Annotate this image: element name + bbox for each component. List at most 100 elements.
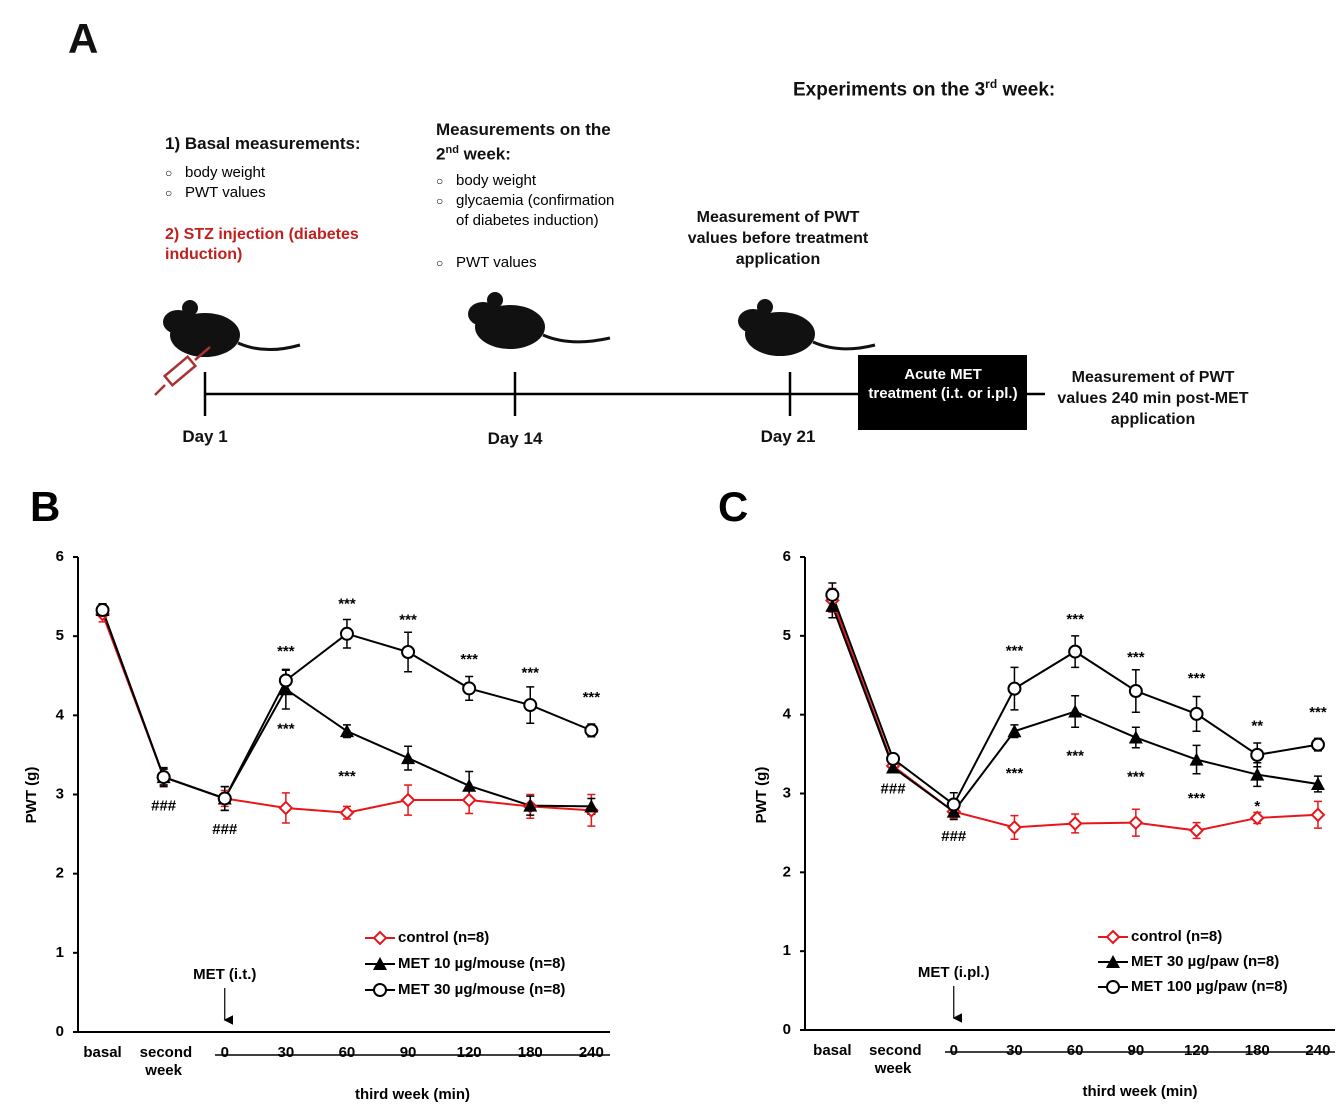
x-group-label: third week (min)	[355, 1086, 470, 1103]
legend-label: MET 30 µg/mouse (n=8)	[398, 981, 565, 998]
marker-triangle	[1068, 705, 1082, 718]
marker-circle	[219, 792, 231, 804]
x-tick-label: 240	[556, 1044, 626, 1084]
y-axis-label: PWT (g)	[23, 767, 40, 824]
x-tick-label-text: 0	[190, 1044, 260, 1062]
marker-diamond	[402, 794, 414, 806]
y-tick-label: 5	[56, 627, 64, 644]
annotation: ***	[1066, 611, 1084, 628]
annotation: ***	[1127, 769, 1145, 786]
x-tick-label-text: 240	[556, 1044, 626, 1062]
after-text: Measurement of PWT values 240 min post-M…	[1055, 367, 1251, 430]
y-tick-label: 1	[56, 944, 64, 961]
y-tick-label: 3	[783, 784, 791, 801]
annotation: ***	[1188, 670, 1206, 687]
x-tick-label: 120	[434, 1044, 504, 1084]
marker-circle	[585, 724, 597, 736]
mouse-icon	[163, 300, 300, 357]
bullet: PWT values	[436, 253, 537, 273]
week2-title: 2nd week:	[436, 140, 511, 165]
marker-circle	[1069, 646, 1081, 658]
marker-triangle	[340, 724, 354, 737]
x-tick-label: basal	[68, 1044, 138, 1084]
marker-diamond	[341, 807, 353, 819]
day-label: Day 21	[738, 426, 838, 447]
x-tick-label: 60	[312, 1044, 382, 1084]
y-tick-label: 3	[56, 785, 64, 802]
marker-diamond	[1130, 817, 1142, 829]
annotation: ***	[460, 651, 478, 668]
bullet: PWT values	[165, 183, 266, 203]
mouse-icon	[738, 299, 875, 356]
x-tick-label-text: basal	[68, 1044, 138, 1062]
y-tick-label: 4	[783, 706, 792, 723]
marker-triangle	[1007, 724, 1021, 737]
arrow-label: MET (i.t.)	[193, 966, 256, 983]
legend-label: MET 30 µg/paw (n=8)	[1131, 953, 1279, 970]
header-tail: week:	[997, 79, 1055, 100]
legend-marker	[374, 932, 386, 944]
legend-label: MET 100 µg/paw (n=8)	[1131, 978, 1288, 995]
annotation: **	[1251, 717, 1263, 734]
x-tick-label-text: 120	[434, 1044, 504, 1062]
annotation: ***	[1066, 747, 1084, 764]
arrow-label: MET (i.pl.)	[918, 964, 990, 981]
x-tick-label: 240	[1283, 1042, 1337, 1082]
x-tick-label-text: 240	[1283, 1042, 1337, 1060]
x-tick-label-text: 180	[1222, 1042, 1292, 1060]
week2-title: Measurements on the	[436, 120, 611, 140]
x-tick-label: 30	[251, 1044, 321, 1084]
y-tick-label: 6	[56, 548, 64, 565]
x-tick-label-text: 60	[312, 1044, 382, 1062]
annotation: ###	[941, 828, 967, 845]
annotation: ***	[1309, 704, 1327, 721]
annotation: ***	[1127, 649, 1145, 666]
week2-sup: nd	[445, 144, 458, 156]
annotation: ***	[1006, 765, 1024, 782]
marker-circle	[948, 799, 960, 811]
annotation: ***	[521, 664, 539, 681]
x-tick-label-text: 30	[251, 1044, 321, 1062]
marker-circle	[826, 589, 838, 601]
x-tick-label: second week	[129, 1044, 199, 1084]
y-tick-label: 2	[783, 863, 791, 880]
marker-circle	[887, 753, 899, 765]
marker-diamond	[280, 802, 292, 814]
marker-circle	[1008, 683, 1020, 695]
header-text: Experiments on the 3	[793, 79, 985, 100]
x-tick-label-text: 60	[1040, 1042, 1110, 1060]
marker-circle	[280, 675, 292, 687]
legend-marker	[1107, 931, 1119, 943]
x-tick-label-text: 90	[373, 1044, 443, 1062]
annotation: ***	[399, 611, 417, 628]
x-tick-label: 0	[190, 1044, 260, 1084]
marker-diamond	[463, 794, 475, 806]
x-tick-label-text: second week	[869, 1042, 917, 1078]
figure: 0123456PWT (g)basalsecond week0306090120…	[0, 0, 1337, 1104]
annotation: ***	[338, 768, 356, 785]
marker-circle	[158, 771, 170, 783]
marker-circle	[1130, 685, 1142, 697]
y-tick-label: 0	[56, 1023, 64, 1040]
x-tick-label: 60	[1040, 1042, 1110, 1082]
x-tick-label-text: 0	[919, 1042, 989, 1060]
marker-diamond	[1069, 817, 1081, 829]
x-tick-label: 180	[1222, 1042, 1292, 1082]
panel-label: B	[30, 482, 60, 532]
bullet: body weight	[165, 163, 265, 183]
x-tick-label: 180	[495, 1044, 565, 1084]
bullet: body weight	[436, 171, 536, 191]
y-tick-label: 0	[783, 1021, 791, 1038]
marker-circle	[1312, 739, 1324, 751]
marker-circle	[341, 628, 353, 640]
annotation: *	[1254, 798, 1260, 815]
y-axis-label: PWT (g)	[753, 767, 770, 824]
x-group-label: third week (min)	[1082, 1083, 1197, 1100]
marker-triangle	[1190, 753, 1204, 766]
y-tick-label: 2	[56, 865, 64, 882]
bullet: glycaemia (confirmation of diabetes indu…	[436, 191, 626, 231]
y-tick-label: 1	[783, 942, 791, 959]
annotation: ***	[1006, 643, 1024, 660]
day-label: Day 14	[465, 428, 565, 449]
legend-marker	[374, 984, 386, 996]
